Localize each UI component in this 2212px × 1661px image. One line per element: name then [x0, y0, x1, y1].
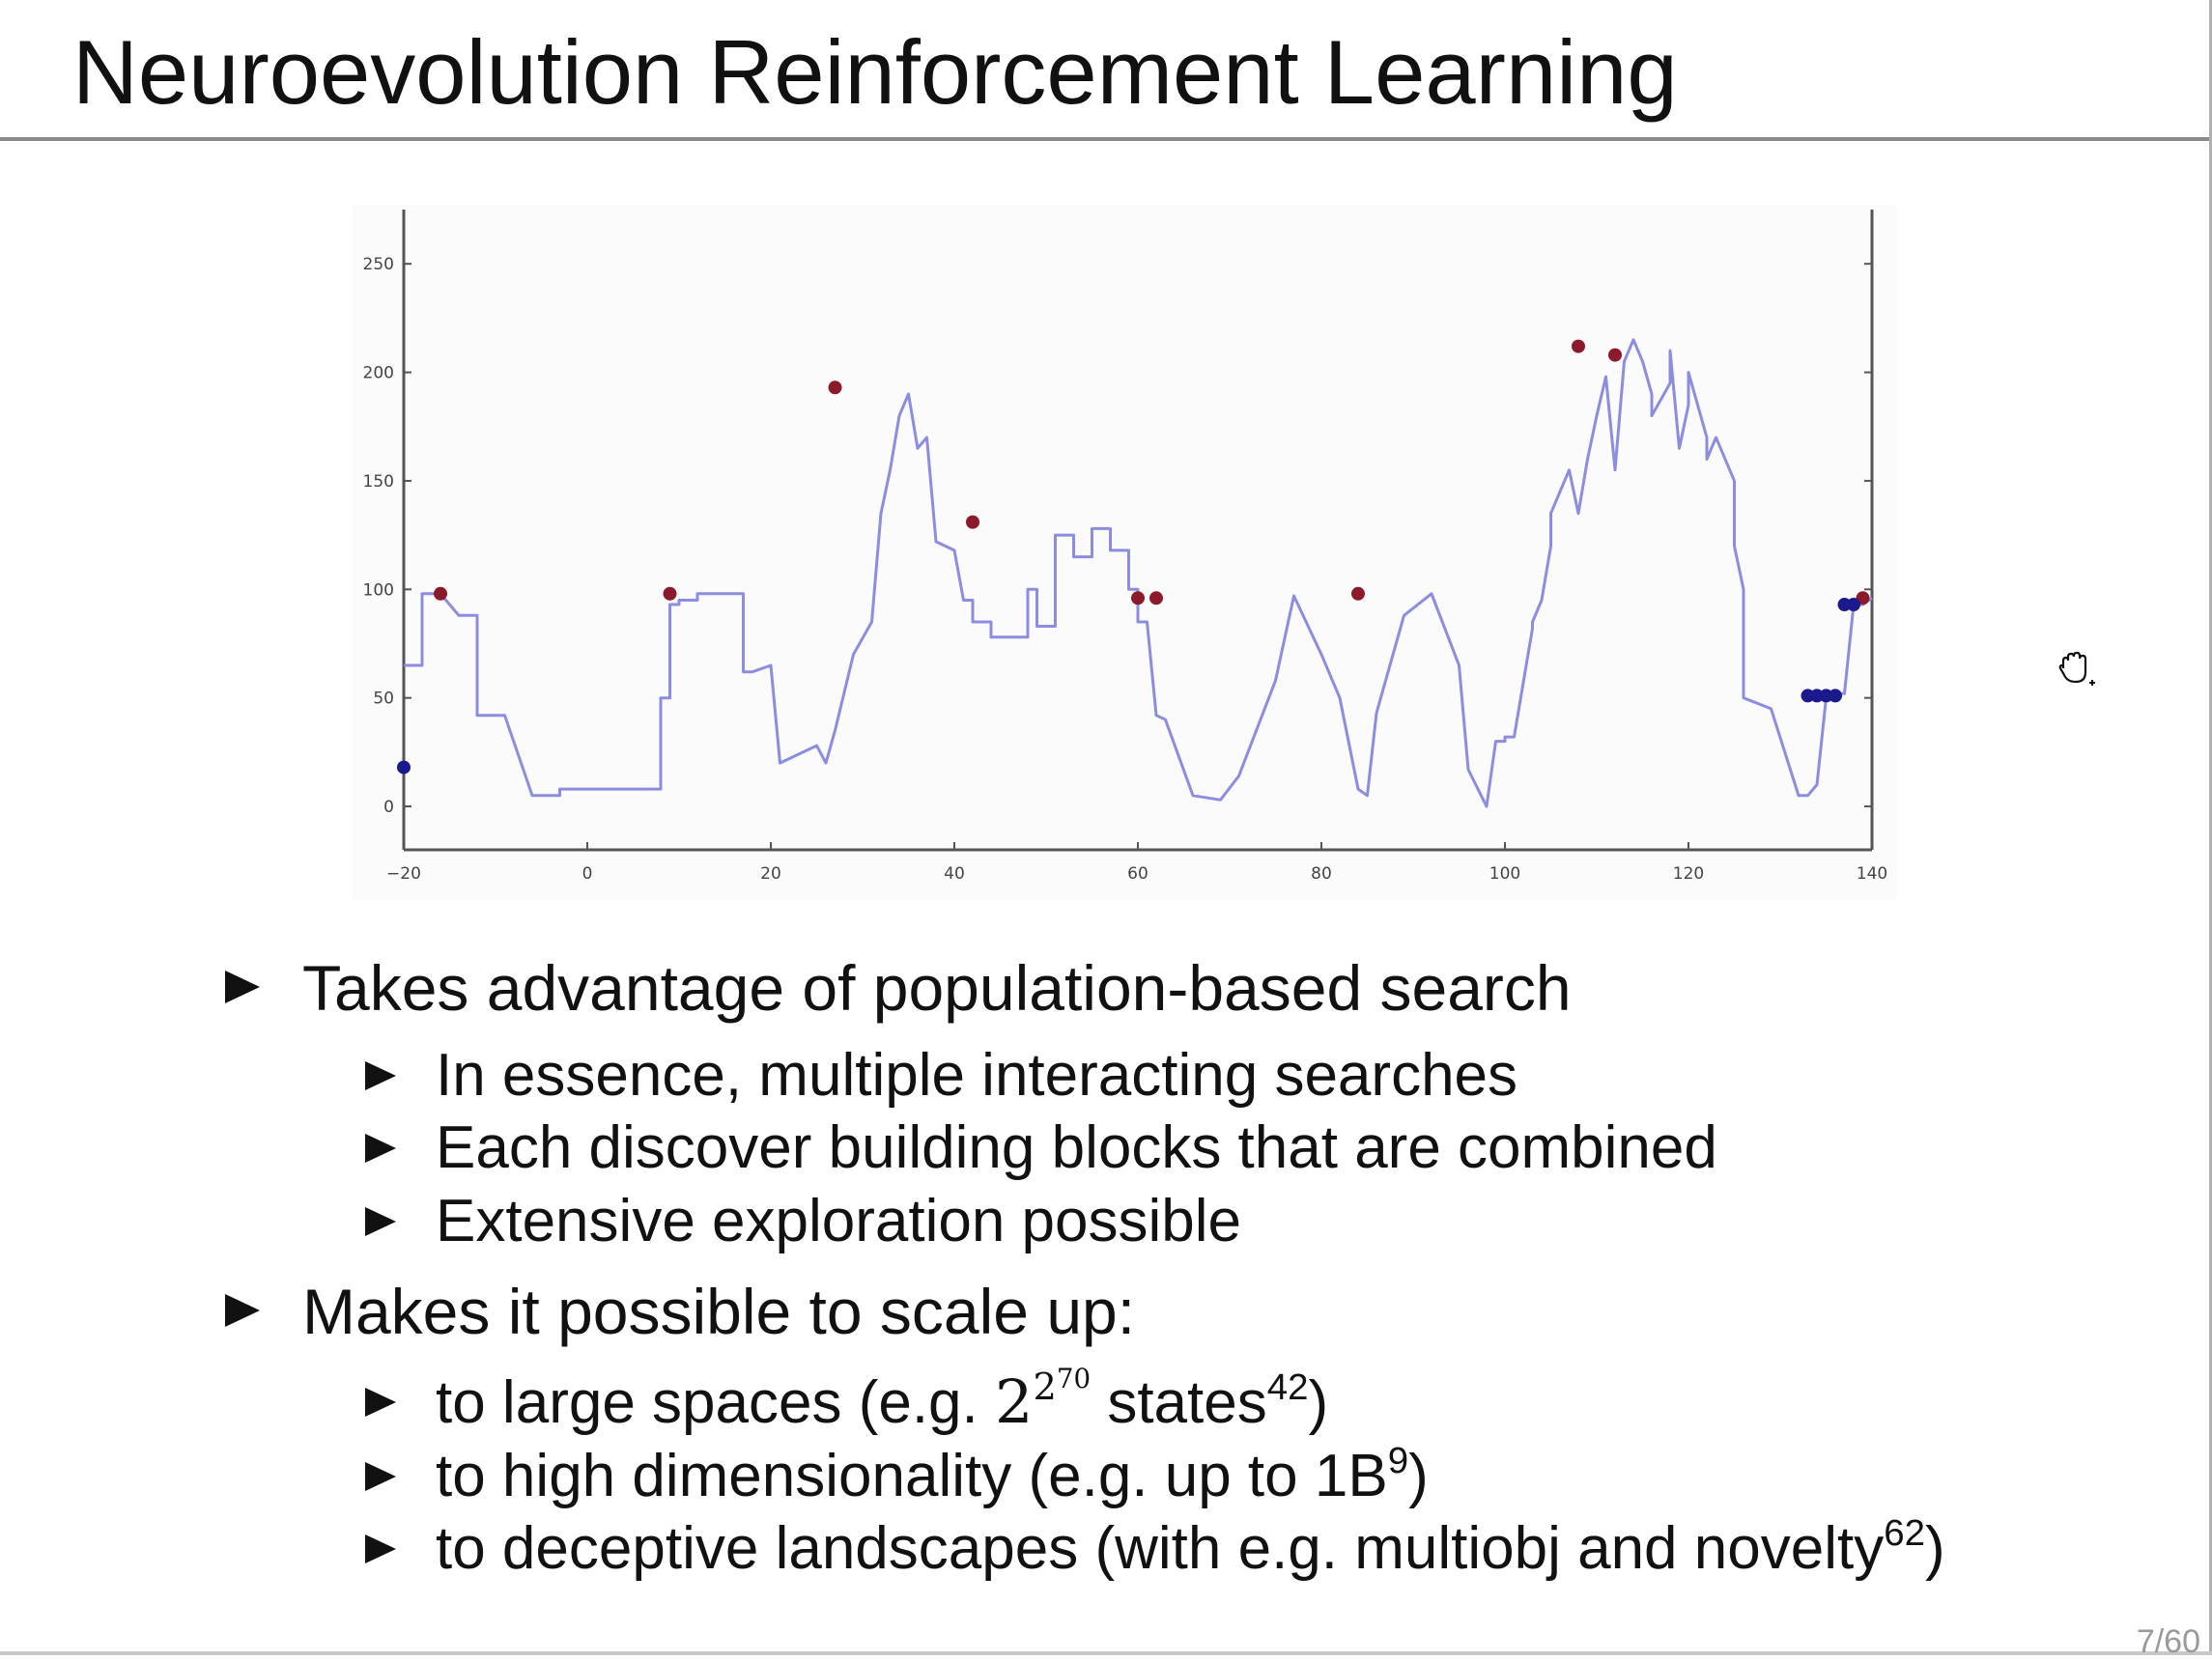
math-exponent-exponent: 70	[1056, 1362, 1092, 1394]
text-segment: )	[1308, 1369, 1329, 1436]
sub-bullet-text: Extensive exploration possible	[436, 1188, 1242, 1254]
landscape-line	[404, 338, 1873, 808]
text-segment: )	[1408, 1443, 1429, 1509]
x-tick-label: 120	[1673, 864, 1704, 884]
y-tick-label: 150	[363, 472, 394, 492]
window-edge	[2209, 0, 2212, 1655]
x-tick-label: 60	[1127, 864, 1149, 884]
y-tick-label: 250	[363, 255, 394, 274]
citation-ref: 62	[1884, 1512, 1925, 1555]
y-tick-label: 50	[373, 690, 394, 709]
bullet-1-text: Takes advantage of population-based sear…	[302, 952, 1572, 1024]
sub-bullet-triangle-icon	[365, 1061, 396, 1090]
chart-background	[353, 205, 1898, 900]
x-tick-label: 40	[944, 864, 965, 884]
x-tick-label: 100	[1489, 864, 1520, 884]
sub-bullet-triangle-icon	[365, 1134, 396, 1163]
sub-bullet-triangle-icon	[365, 1534, 396, 1563]
red-population-point	[434, 586, 447, 601]
title-divider	[0, 137, 2212, 141]
red-population-point	[663, 586, 677, 601]
text-segment: states	[1091, 1369, 1267, 1436]
bullet-2-text: Makes it possible to scale up:	[302, 1276, 1136, 1347]
math-exponent-base: 2	[1033, 1365, 1057, 1410]
text-segment: to large spaces (e.g.	[436, 1369, 995, 1436]
red-population-point	[966, 515, 979, 529]
bullet-triangle-icon	[225, 1294, 260, 1327]
sub-bullet-text: to large spaces (e.g. 2270 states42)	[436, 1362, 1329, 1449]
sub-bullet-text: In essence, multiple interacting searche…	[436, 1042, 1518, 1109]
hand-grab-cursor-icon	[2058, 651, 2095, 686]
red-population-point	[1131, 591, 1145, 605]
y-tick-label: 200	[363, 364, 394, 383]
bullet-triangle-icon	[225, 971, 260, 1003]
x-tick-label: −20	[386, 864, 421, 884]
red-population-point	[1149, 591, 1163, 605]
x-tick-label: 80	[1311, 864, 1332, 884]
math-base: 2	[994, 1366, 1034, 1437]
text-segment: to deceptive landscapes (with e.g. multi…	[436, 1515, 1885, 1582]
sub-bullet-triangle-icon	[365, 1207, 396, 1236]
y-tick-label: 0	[383, 798, 394, 817]
red-population-point	[1608, 348, 1622, 362]
blue-population-point	[397, 760, 411, 774]
red-population-point	[828, 380, 842, 395]
sub-bullet-text: to deceptive landscapes (with e.g. multi…	[436, 1512, 1945, 1591]
page-number: 7/60	[2136, 1623, 2200, 1660]
x-tick-label: 0	[582, 864, 593, 884]
fitness-landscape-chart: −20 0 20 40 60 80 100 120 140 0 50 100 150 200 250	[353, 205, 1898, 900]
sub-bullet-text: Each discover building blocks that are c…	[436, 1114, 1717, 1181]
x-tick-label: 20	[760, 864, 781, 884]
red-population-point	[1572, 339, 1585, 353]
blue-population-point	[1847, 598, 1860, 612]
citation-ref: 9	[1387, 1440, 1409, 1482]
text-segment: to high dimensionality (e.g. up to 1B	[436, 1443, 1388, 1509]
sub-bullet-text: to high dimensionality (e.g. up to 1B9)	[436, 1440, 1429, 1519]
slide-title: Neuroevolution Reinforcement Learning	[72, 21, 1678, 123]
y-tick-label: 100	[363, 580, 394, 600]
window-bottom-edge	[0, 1651, 2212, 1655]
text-segment: )	[1924, 1515, 1945, 1582]
sub-bullet-triangle-icon	[365, 1388, 396, 1417]
blue-population-point	[1829, 689, 1842, 703]
math-exponent: 270	[1033, 1362, 1092, 1410]
red-population-point	[1351, 586, 1365, 601]
citation-ref: 42	[1266, 1366, 1309, 1409]
x-tick-label: 140	[1857, 864, 1887, 884]
sub-bullet-triangle-icon	[365, 1462, 396, 1491]
